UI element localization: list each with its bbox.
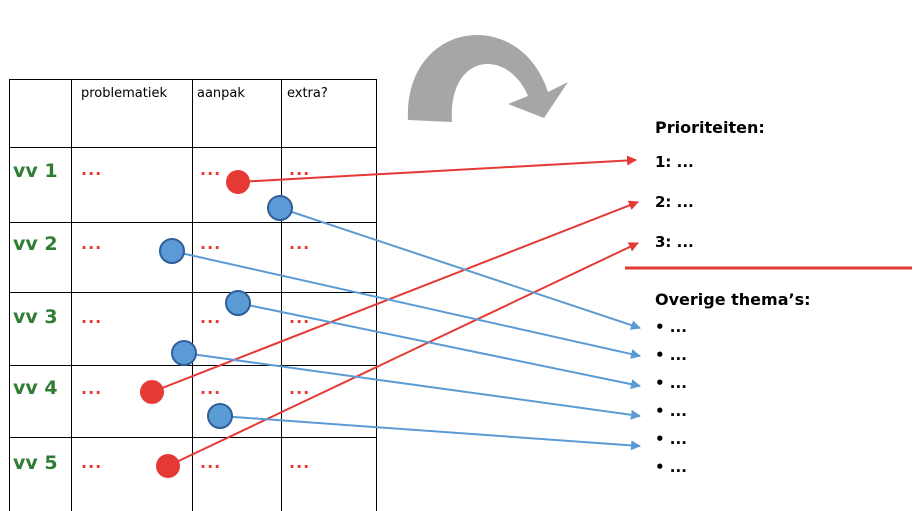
cell-vv3-problematiek: ...	[81, 308, 103, 327]
other-themes-title: Overige thema’s:	[655, 290, 811, 309]
other-theme-item: • ...	[655, 318, 687, 336]
cell-vv2-aanpak: ...	[200, 234, 222, 253]
row-label-vv1: vv 1	[13, 160, 58, 182]
other-theme-marker	[267, 195, 293, 221]
column-header-aanpak: aanpak	[197, 86, 245, 101]
cell-vv2-extra: ...	[289, 234, 311, 253]
cell-vv2-problematiek: ...	[81, 234, 103, 253]
priority-arrow	[167, 242, 639, 467]
other-theme-item: • ...	[655, 402, 687, 420]
other-theme-marker	[159, 238, 185, 264]
cell-vv4-extra: ...	[289, 379, 311, 398]
other-theme-arrow	[219, 415, 641, 451]
other-theme-item: • ...	[655, 430, 687, 448]
cell-vv4-problematiek: ...	[81, 379, 103, 398]
cell-vv5-aanpak: ...	[200, 453, 222, 472]
priority-item-1: 1: ...	[655, 153, 694, 171]
other-theme-marker	[171, 340, 197, 366]
cell-vv1-extra: ...	[289, 160, 311, 179]
cell-vv1-problematiek: ...	[81, 160, 103, 179]
loop-arrow-icon	[407, 34, 568, 122]
priority-item-3: 3: ...	[655, 233, 694, 251]
other-theme-marker	[225, 290, 251, 316]
priority-item-2: 2: ...	[655, 193, 694, 211]
priorities-title: Prioriteiten:	[655, 118, 765, 137]
priority-marker	[156, 454, 180, 478]
other-theme-arrow	[237, 302, 641, 390]
other-theme-item: • ...	[655, 346, 687, 364]
column-header-problematiek: problematiek	[81, 86, 167, 101]
other-theme-arrow	[279, 207, 641, 330]
priority-arrow	[151, 200, 639, 393]
other-theme-item: • ...	[655, 458, 687, 476]
cell-vv1-aanpak: ...	[200, 160, 222, 179]
row-label-vv5: vv 5	[13, 452, 58, 474]
other-theme-arrow	[171, 250, 641, 359]
row-label-vv3: vv 3	[13, 306, 58, 328]
priority-arrow	[237, 155, 637, 183]
other-theme-marker	[207, 403, 233, 429]
priority-marker	[140, 380, 164, 404]
priority-marker	[226, 170, 250, 194]
other-theme-arrow	[183, 352, 641, 420]
column-header-extra: extra?	[287, 86, 328, 101]
cell-vv5-problematiek: ...	[81, 453, 103, 472]
row-label-vv2: vv 2	[13, 233, 58, 255]
cell-vv3-extra: ...	[289, 308, 311, 327]
other-theme-item: • ...	[655, 374, 687, 392]
cell-vv3-aanpak: ...	[200, 308, 222, 327]
cell-vv4-aanpak: ...	[200, 379, 222, 398]
cell-vv5-extra: ...	[289, 453, 311, 472]
row-label-vv4: vv 4	[13, 377, 58, 399]
